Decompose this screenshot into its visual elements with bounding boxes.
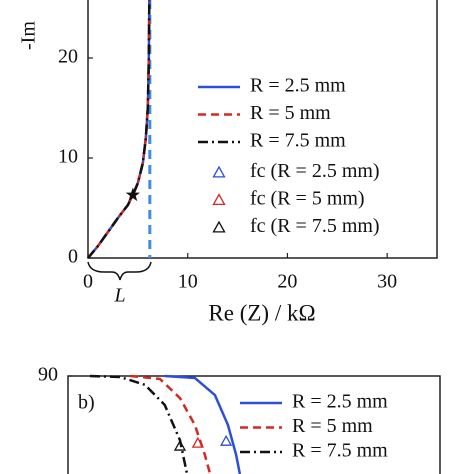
x-axis-label: Re (Z) / kΩ xyxy=(208,300,315,325)
legend-label: fc (R = 2.5 mm) xyxy=(250,160,380,182)
series-line xyxy=(130,374,212,474)
fc-marker xyxy=(173,439,187,451)
y-tick-label: 90 xyxy=(38,364,58,386)
y-tick-label: 0 xyxy=(68,246,78,268)
legend-label: R = 2.5 mm xyxy=(292,391,388,413)
legend-label: R = 5 mm xyxy=(250,102,331,124)
series-line xyxy=(89,374,189,474)
fc-marker xyxy=(219,434,233,446)
series-line xyxy=(87,0,151,259)
x-tick-label: 0 xyxy=(83,271,93,293)
plot-frame xyxy=(87,0,438,259)
legend-label: fc (R = 7.5 mm) xyxy=(250,215,380,237)
series-line xyxy=(87,0,151,259)
legend-label: R = 7.5 mm xyxy=(292,440,388,462)
legend-label: fc (R = 5 mm) xyxy=(250,188,365,210)
x-tick-label: 10 xyxy=(178,271,198,293)
x-tick-label: 20 xyxy=(277,271,297,293)
x-tick-label: 30 xyxy=(377,271,397,293)
plot-frame xyxy=(67,375,441,474)
series-line xyxy=(87,0,151,259)
panel-label: b) xyxy=(78,392,95,414)
series-line xyxy=(164,374,242,474)
y-axis-label: -Im xyxy=(18,21,40,50)
legend-swatch xyxy=(212,193,226,206)
legend-label: R = 5 mm xyxy=(292,415,373,437)
legend-label: R = 7.5 mm xyxy=(250,130,346,152)
brace xyxy=(87,261,152,281)
fc-marker xyxy=(191,436,204,448)
annotation: L xyxy=(113,285,125,307)
y-tick-label: 10 xyxy=(58,146,78,168)
y-tick-label: 20 xyxy=(58,46,78,68)
legend-swatch xyxy=(212,165,226,178)
fc-star xyxy=(125,187,141,202)
legend-swatch xyxy=(212,220,226,233)
legend-label: R = 2.5 mm xyxy=(250,75,346,97)
